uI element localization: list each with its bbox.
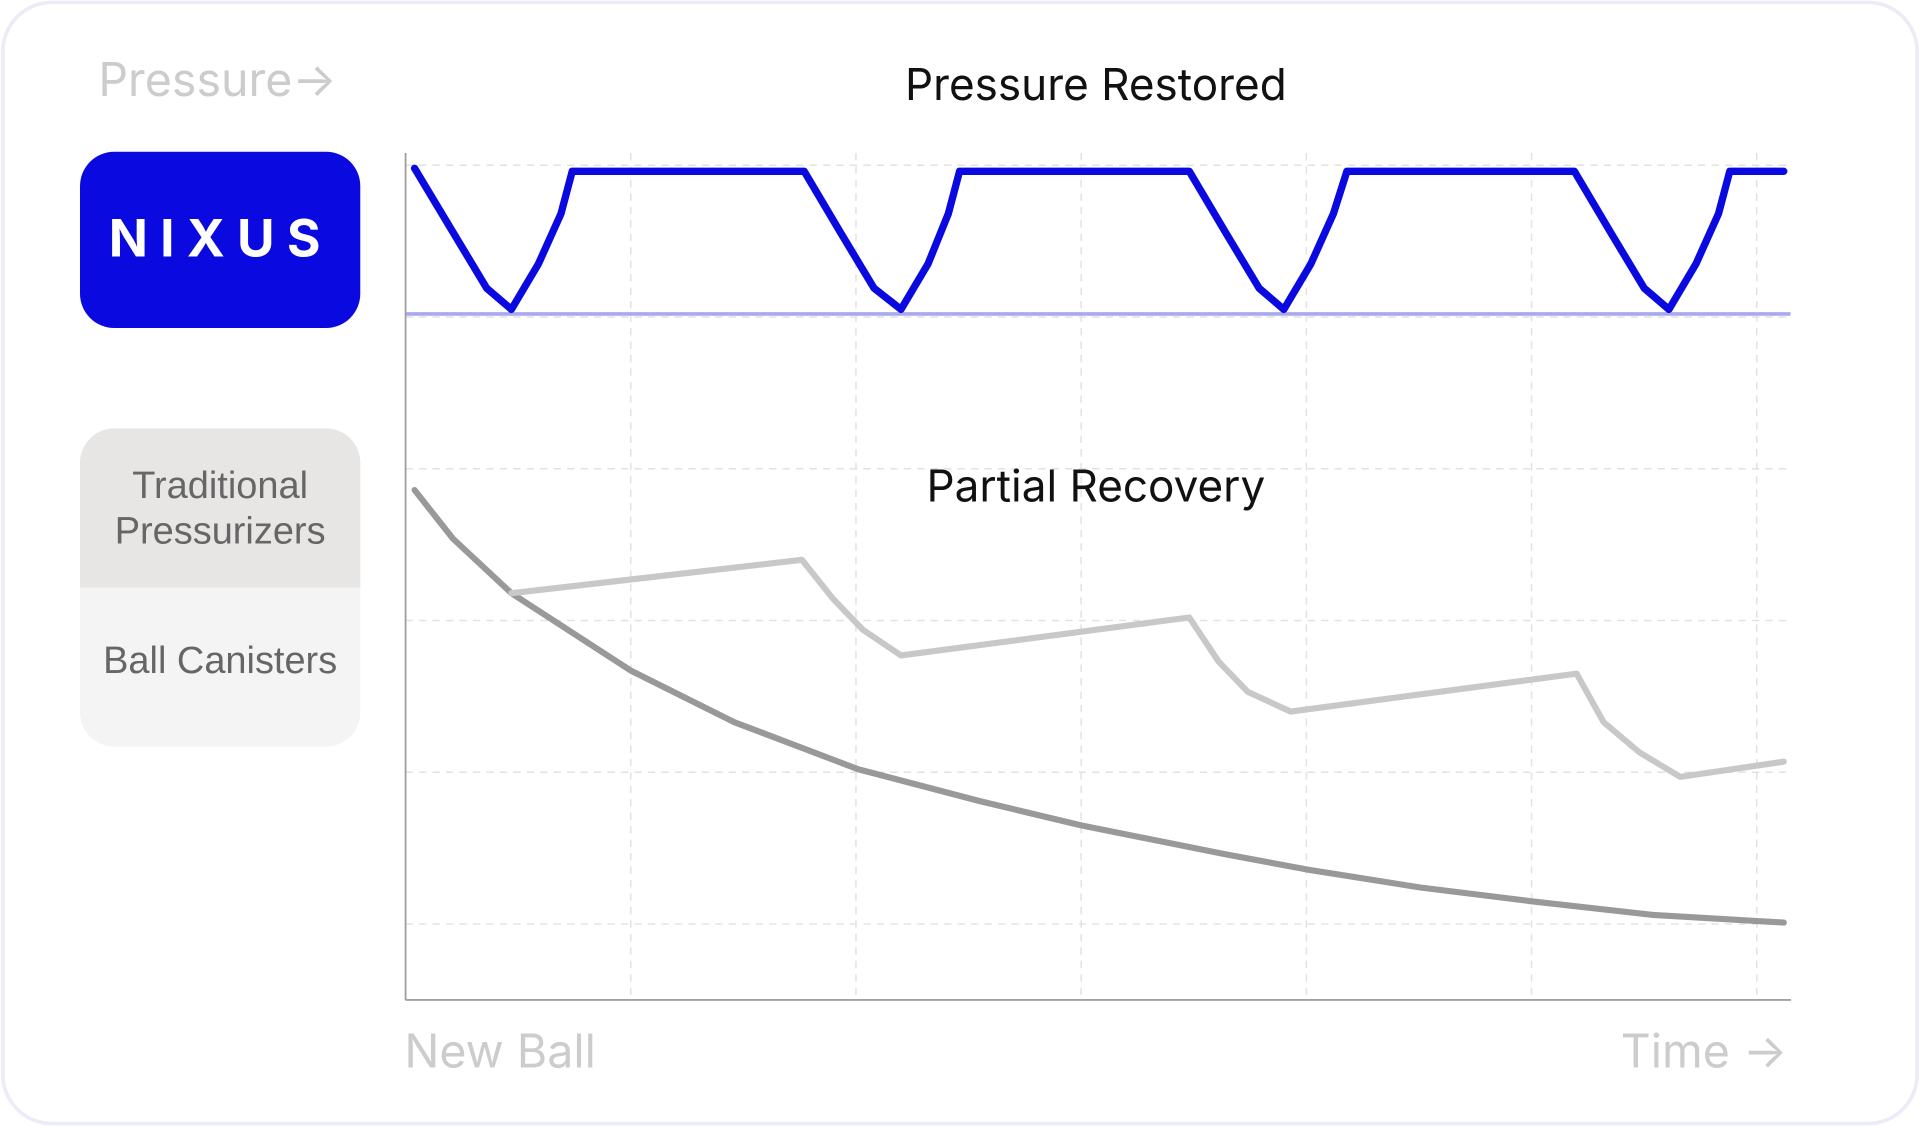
- legend-item: Ball Canisters: [103, 638, 338, 682]
- legend-item: Traditional Pressurizers: [114, 463, 326, 552]
- series-line: [411, 486, 1787, 926]
- annotation: Pressure Restored: [905, 57, 1287, 111]
- series-line: [410, 164, 1788, 314]
- legend-swatch: [80, 151, 361, 329]
- grid: [405, 152, 1791, 1000]
- legend-label: Ball Canisters: [103, 638, 338, 682]
- legend-label: Traditional Pressurizers: [114, 463, 326, 552]
- y-axis-label: Pressure→: [98, 52, 336, 108]
- series-line: [508, 556, 1787, 780]
- plot-lines: [405, 164, 1791, 926]
- annotation: Partial Recovery: [927, 459, 1266, 513]
- legend-swatch: [80, 428, 361, 588]
- x-start-label: New Ball: [404, 1024, 596, 1080]
- x-axis-label: Time →: [1621, 1024, 1788, 1080]
- legend-label: NIXUS: [109, 207, 333, 269]
